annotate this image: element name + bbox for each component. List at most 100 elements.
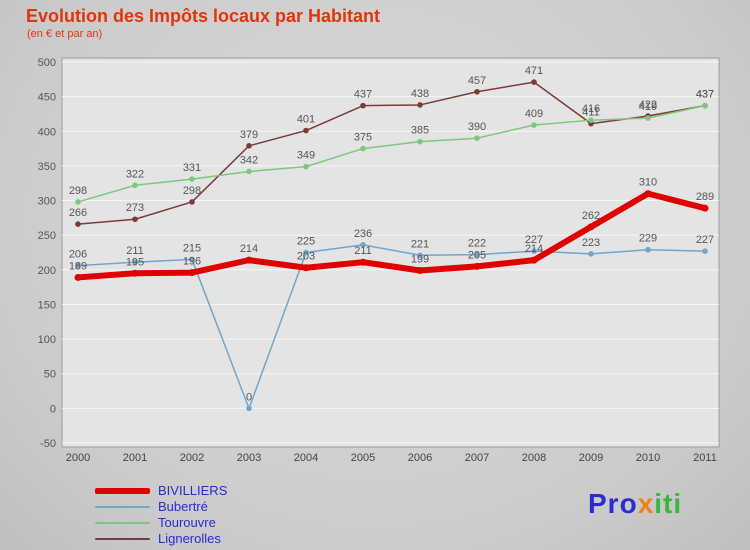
data-point xyxy=(417,102,423,108)
value-label: 227 xyxy=(696,234,714,246)
value-label: 211 xyxy=(354,245,372,257)
value-label: 189 xyxy=(69,260,87,272)
data-point xyxy=(531,122,537,128)
value-label: 375 xyxy=(354,132,372,144)
value-label: 457 xyxy=(468,75,486,87)
value-label: 229 xyxy=(639,233,657,245)
logo-letter-group: Pro xyxy=(588,488,638,519)
value-label: 227 xyxy=(525,234,543,246)
data-point xyxy=(359,258,367,266)
data-point xyxy=(474,88,480,95)
data-point xyxy=(75,221,81,227)
y-tick-label: 450 xyxy=(38,92,56,104)
data-point xyxy=(588,251,594,257)
series-line-Bubertré xyxy=(77,244,706,410)
data-point xyxy=(189,199,195,205)
x-tick-label: 2000 xyxy=(66,452,90,464)
value-label: 437 xyxy=(354,89,372,101)
data-point xyxy=(360,102,366,109)
value-label: 411 xyxy=(582,107,600,119)
value-label: 342 xyxy=(240,154,258,166)
x-tick-label: 2007 xyxy=(465,452,489,464)
data-point xyxy=(303,127,309,134)
legend-swatch xyxy=(95,505,150,508)
x-tick-label: 2002 xyxy=(180,452,204,464)
data-point xyxy=(474,135,480,141)
data-point xyxy=(302,264,310,272)
legend-swatch xyxy=(95,537,150,540)
y-tick-label: 400 xyxy=(38,126,56,138)
data-point xyxy=(588,117,594,123)
value-label: 390 xyxy=(468,121,486,133)
value-label: 379 xyxy=(240,129,258,141)
legend-item: BIVILLIERS xyxy=(95,483,227,498)
data-point xyxy=(702,102,708,109)
data-point xyxy=(188,269,196,277)
x-tick-label: 2011 xyxy=(693,452,717,464)
data-point xyxy=(131,269,139,277)
data-point xyxy=(75,199,81,205)
value-label: 215 xyxy=(183,242,201,254)
value-label: 438 xyxy=(411,88,429,100)
data-point xyxy=(75,262,81,269)
data-point xyxy=(360,242,366,248)
legend: BIVILLIERS Bubertré Tourouvre Lignerolles xyxy=(95,483,227,546)
data-point xyxy=(132,259,138,265)
data-point xyxy=(474,251,480,258)
data-point xyxy=(246,168,252,175)
value-label: 222 xyxy=(468,238,486,250)
legend-swatch xyxy=(95,521,150,524)
data-point xyxy=(189,256,195,263)
y-tick-label: 0 xyxy=(50,403,56,415)
legend-label: Tourouvre xyxy=(158,515,216,530)
value-label: 273 xyxy=(126,202,144,214)
x-tick-label: 2005 xyxy=(351,452,375,464)
value-label: 437 xyxy=(696,89,714,101)
y-tick-label: 350 xyxy=(38,161,56,173)
value-label: 310 xyxy=(639,177,657,189)
y-tick-label: 100 xyxy=(38,334,56,346)
value-label: 221 xyxy=(411,238,429,250)
data-point xyxy=(303,163,309,170)
y-tick-label: 250 xyxy=(38,230,56,242)
value-label: 437 xyxy=(696,89,714,101)
data-point xyxy=(417,138,423,145)
y-tick-label: 50 xyxy=(44,369,56,381)
y-tick-label: 500 xyxy=(38,57,56,69)
value-label: 0 xyxy=(246,391,252,403)
data-point xyxy=(417,252,423,259)
series-line-Lignerolles xyxy=(77,81,706,225)
value-label: 206 xyxy=(69,249,87,261)
value-label: 422 xyxy=(639,99,657,111)
value-label: 205 xyxy=(468,249,486,261)
data-point xyxy=(245,256,253,264)
value-label: 196 xyxy=(183,256,201,268)
data-point xyxy=(246,143,252,149)
legend-swatch xyxy=(95,487,150,494)
value-label: 223 xyxy=(582,237,600,249)
data-point xyxy=(132,182,138,189)
value-label: 331 xyxy=(183,162,201,174)
logo-letter-group: x xyxy=(637,488,655,519)
value-label: 349 xyxy=(297,150,315,162)
value-label: 322 xyxy=(126,168,144,180)
value-label: 416 xyxy=(582,103,600,115)
value-label: 298 xyxy=(69,185,87,197)
data-point xyxy=(701,204,709,212)
y-tick-label: 300 xyxy=(38,196,56,208)
proxiti-logo: Proxiti xyxy=(588,488,682,520)
value-label: 385 xyxy=(411,125,429,137)
value-label: 289 xyxy=(696,191,714,203)
x-tick-label: 2001 xyxy=(123,452,147,464)
data-point xyxy=(360,145,366,152)
value-label: 214 xyxy=(240,243,258,255)
legend-item: Tourouvre xyxy=(95,515,227,530)
value-label: 266 xyxy=(69,207,87,219)
data-point xyxy=(645,246,651,253)
value-label: 471 xyxy=(525,65,543,77)
value-label: 211 xyxy=(126,245,144,257)
x-tick-label: 2009 xyxy=(579,452,603,464)
data-point xyxy=(74,273,82,281)
chart-title: Evolution des Impôts locaux par Habitant xyxy=(26,6,381,26)
